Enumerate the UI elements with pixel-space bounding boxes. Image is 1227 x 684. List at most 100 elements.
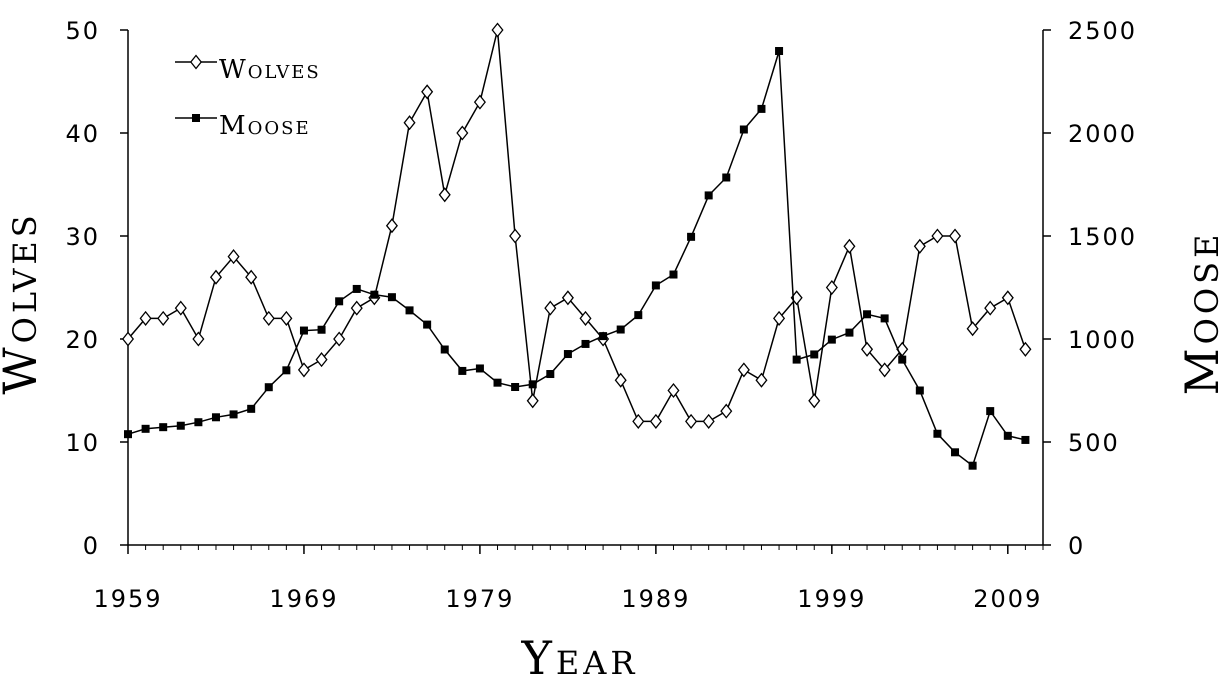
left-tick-label: 20 bbox=[65, 326, 100, 354]
wolves-point bbox=[174, 300, 187, 316]
wolves-point bbox=[526, 393, 539, 409]
wolves-point bbox=[561, 290, 574, 306]
wolves-point bbox=[984, 300, 997, 316]
wolves-point bbox=[333, 331, 346, 347]
wolves-point bbox=[262, 310, 275, 326]
legend-moose-label: Moose bbox=[219, 111, 311, 141]
moose-point bbox=[616, 325, 625, 334]
right-tick-label: 0 bbox=[1068, 532, 1085, 560]
wolves-point bbox=[773, 310, 786, 326]
left-tick-label: 30 bbox=[65, 223, 100, 251]
wolves-point bbox=[509, 228, 522, 244]
wolves-point bbox=[139, 310, 152, 326]
moose-point bbox=[634, 311, 643, 320]
x-tick-label: 1999 bbox=[797, 585, 866, 613]
moose-point bbox=[722, 173, 731, 182]
wolves-point bbox=[403, 115, 416, 131]
wolves-point bbox=[667, 382, 680, 399]
moose-point bbox=[933, 429, 942, 438]
wolves-point bbox=[1001, 290, 1014, 306]
moose-point bbox=[1021, 435, 1030, 444]
right-tick-label: 1500 bbox=[1068, 223, 1137, 251]
moose-point bbox=[581, 339, 590, 348]
moose-point bbox=[775, 47, 784, 56]
left-tick-label: 10 bbox=[65, 429, 100, 457]
wolves-point bbox=[157, 310, 170, 326]
moose-point bbox=[405, 306, 414, 315]
wolves-line bbox=[127, 29, 1027, 423]
moose-point bbox=[317, 325, 326, 334]
moose-point bbox=[792, 355, 801, 364]
wolves-point bbox=[421, 84, 434, 100]
moose-point bbox=[159, 423, 168, 432]
wolves-point bbox=[121, 331, 135, 347]
wolves-point bbox=[491, 22, 504, 38]
moose-point bbox=[264, 383, 273, 392]
moose-point bbox=[880, 314, 889, 323]
legend-wolves-marker bbox=[189, 54, 203, 70]
wolves-point bbox=[1019, 341, 1032, 357]
moose-point bbox=[563, 350, 572, 359]
wolves-point bbox=[209, 269, 223, 285]
left-axis-title: Wolves bbox=[0, 211, 47, 394]
moose-point bbox=[810, 350, 819, 359]
moose-point bbox=[739, 125, 748, 134]
moose-point bbox=[299, 326, 308, 335]
wolves-point bbox=[931, 228, 944, 244]
wolves-point bbox=[632, 413, 645, 429]
moose-point bbox=[651, 281, 660, 290]
x-tick-label: 2009 bbox=[973, 585, 1042, 613]
wolves-point bbox=[948, 228, 962, 244]
moose-point bbox=[599, 332, 608, 341]
moose-point bbox=[458, 366, 467, 375]
wolves-point bbox=[685, 413, 698, 429]
wolves-point bbox=[473, 94, 486, 110]
moose-point bbox=[475, 364, 484, 373]
moose-point bbox=[194, 418, 203, 427]
moose-point bbox=[387, 293, 396, 302]
legend-wolves-label: Wolves bbox=[219, 55, 321, 85]
wolves-point bbox=[456, 125, 469, 141]
moose-point bbox=[827, 335, 836, 344]
moose-point bbox=[423, 320, 432, 329]
left-tick-label: 50 bbox=[65, 17, 100, 45]
wolves-point bbox=[192, 331, 205, 347]
right-tick-label: 1000 bbox=[1068, 326, 1137, 354]
series-group bbox=[121, 22, 1032, 470]
moose-point bbox=[493, 378, 502, 387]
wolves-point bbox=[755, 372, 768, 388]
moose-point bbox=[704, 191, 713, 200]
left-tick-label: 40 bbox=[65, 120, 100, 148]
moose-point bbox=[528, 380, 537, 389]
wolves-point bbox=[913, 238, 926, 254]
moose-point bbox=[247, 404, 256, 413]
moose-point bbox=[757, 104, 766, 113]
wolves-point bbox=[280, 310, 293, 326]
moose-point bbox=[282, 366, 291, 375]
moose-point bbox=[370, 290, 379, 299]
moose-point bbox=[951, 448, 960, 457]
moose-point bbox=[352, 284, 361, 293]
moose-point bbox=[141, 424, 150, 433]
moose-point bbox=[898, 355, 907, 364]
wolves-point bbox=[861, 341, 874, 357]
x-tick-label: 1979 bbox=[445, 585, 514, 613]
wolves-point bbox=[843, 238, 856, 254]
x-tick-label: 1969 bbox=[269, 585, 338, 613]
wolves-point bbox=[245, 269, 258, 285]
wolves-point bbox=[737, 362, 750, 378]
axes bbox=[120, 29, 1051, 554]
moose-point bbox=[687, 232, 696, 241]
moose-point bbox=[511, 382, 520, 391]
wolves-point bbox=[720, 403, 733, 419]
wolves-point bbox=[579, 310, 592, 326]
legend: Wolves Moose bbox=[175, 54, 321, 141]
wolves-point bbox=[544, 300, 557, 316]
moose-point bbox=[986, 407, 995, 416]
left-tick-label: 0 bbox=[83, 532, 100, 560]
wolves-point bbox=[878, 362, 891, 378]
right-tick-label: 500 bbox=[1068, 429, 1120, 457]
x-axis-title: Year bbox=[521, 631, 639, 684]
